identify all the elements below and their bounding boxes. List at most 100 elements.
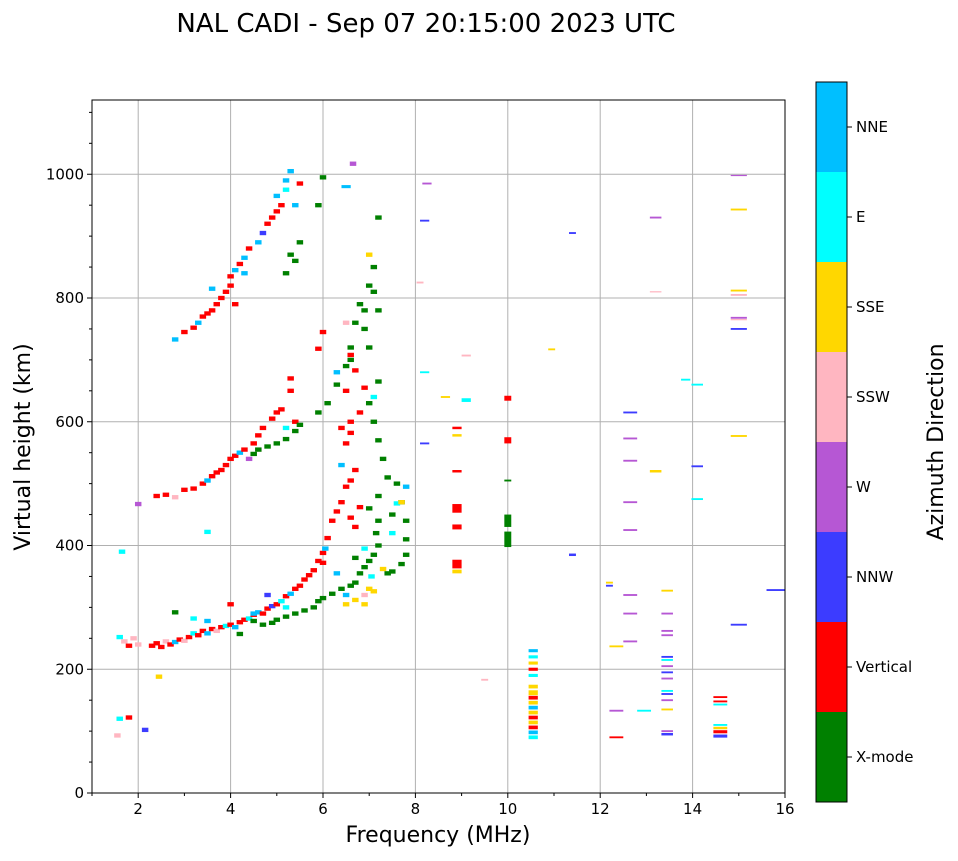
echo-point-x-mode: [315, 203, 322, 208]
echo-point-nne: [231, 267, 239, 273]
echo-point-x-mode: [273, 617, 281, 622]
echo-point-vertical: [347, 515, 354, 520]
echo-point-x-mode: [365, 506, 373, 511]
echo-point-x-mode: [268, 620, 276, 626]
echo-point-e: [368, 574, 375, 579]
echo-point-vertical: [218, 625, 225, 630]
echo-point-x-mode: [264, 444, 271, 449]
x-axis-label: Frequency (MHz): [346, 823, 531, 848]
echo-point-sse: [528, 661, 538, 665]
echo-point-nne: [195, 320, 202, 325]
chart-title: NAL CADI - Sep 07 20:15:00 2023 UTC: [176, 9, 675, 39]
echo-point-ssw: [342, 320, 350, 325]
echo-point-ssw: [730, 319, 747, 321]
echo-point-vertical: [452, 524, 462, 530]
echo-point-e: [361, 546, 368, 551]
echo-point-vertical: [713, 730, 728, 734]
echo-point-vertical: [268, 416, 276, 421]
echo-point-e: [461, 398, 471, 402]
echo-point-vertical: [255, 433, 262, 438]
echo-point-x-mode: [347, 345, 354, 350]
echo-point-sse: [528, 700, 538, 705]
echo-point-sse: [365, 586, 373, 591]
echo-point-ssw: [171, 495, 179, 500]
echo-point-vertical: [319, 550, 327, 556]
echo-point-vertical: [199, 481, 207, 486]
echo-point-x-mode: [282, 271, 290, 276]
echo-point-nne: [273, 193, 281, 199]
echo-point-vertical: [342, 388, 350, 393]
echo-point-vertical: [273, 209, 281, 214]
echo-point-w: [349, 161, 357, 166]
echo-point-nne: [282, 178, 290, 183]
echo-point-sse: [528, 684, 538, 689]
echo-point-vertical: [609, 736, 624, 739]
x-tick-label: 6: [318, 800, 328, 818]
y-tick-label: 0: [74, 784, 84, 802]
echo-point-e: [528, 655, 538, 659]
echo-point-nne: [250, 611, 257, 616]
x-tick-label: 16: [775, 800, 794, 818]
echo-point-vertical: [190, 486, 197, 491]
echo-point-x-mode: [504, 514, 512, 527]
x-tick-label: 8: [411, 800, 421, 818]
echo-point-w: [661, 665, 673, 668]
echo-point-e: [222, 623, 230, 629]
echo-point-ssw: [361, 592, 368, 598]
colorbar-swatch-nne: [816, 82, 847, 172]
x-tick-label: 4: [226, 800, 236, 818]
echo-point-x-mode: [384, 475, 391, 480]
echo-point-vertical: [153, 641, 160, 646]
echo-point-w: [730, 174, 747, 177]
echo-point-nne: [171, 337, 179, 342]
echo-point-nne: [204, 631, 211, 636]
echo-point-sse: [605, 581, 613, 584]
echo-point-sse: [361, 602, 368, 607]
echo-point-x-mode: [402, 552, 410, 557]
echo-point-nnw: [661, 732, 673, 736]
echo-point-x-mode: [333, 382, 341, 387]
echo-point-sse: [661, 589, 673, 592]
echo-point-e: [278, 599, 285, 604]
echo-point-e: [282, 425, 290, 431]
echo-point-x-mode: [338, 586, 345, 591]
echo-point-x-mode: [273, 441, 281, 446]
echo-point-e: [204, 529, 211, 535]
echo-point-w: [422, 182, 432, 185]
echo-point-vertical: [162, 492, 170, 497]
echo-point-ssw: [181, 638, 188, 643]
echo-point-e: [661, 659, 673, 661]
echo-point-e: [118, 549, 126, 554]
echo-point-sse: [342, 602, 350, 607]
echo-point-vertical: [199, 628, 207, 634]
echo-point-ssw: [130, 636, 137, 641]
echo-point-e: [389, 530, 396, 536]
echo-point-x-mode: [301, 608, 308, 613]
echo-point-vertical: [296, 181, 304, 186]
echo-point-nne: [528, 730, 538, 735]
echo-point-w: [623, 612, 638, 615]
colorbar-label-nne: NNE: [856, 118, 888, 136]
echo-point-vertical: [148, 643, 156, 648]
echo-point-x-mode: [292, 258, 299, 264]
echo-point-vertical: [218, 467, 225, 473]
y-axis-label: Virtual height (km): [11, 343, 36, 550]
echo-point-vertical: [287, 376, 294, 381]
echo-point-vertical: [241, 447, 248, 452]
echo-point-vertical: [208, 626, 216, 632]
echo-point-vertical: [208, 308, 216, 313]
echo-point-nne: [287, 591, 294, 596]
echo-point-e: [713, 724, 728, 726]
colorbar-swatch-sse: [816, 262, 847, 352]
echo-point-e: [661, 689, 673, 692]
echo-point-e: [691, 498, 703, 501]
colorbar-label-x-mode: X-mode: [856, 748, 913, 766]
y-tick-label: 800: [55, 289, 84, 307]
echo-point-x-mode: [250, 451, 257, 457]
echo-point-vertical: [528, 715, 538, 720]
colorbar: X-mode Vertical NNW W SSW SSE E NNE: [815, 81, 913, 803]
echo-point-nne: [231, 625, 239, 630]
echo-point-x-mode: [236, 631, 244, 637]
echo-point-x-mode: [361, 564, 368, 570]
echo-point-e: [282, 605, 290, 610]
